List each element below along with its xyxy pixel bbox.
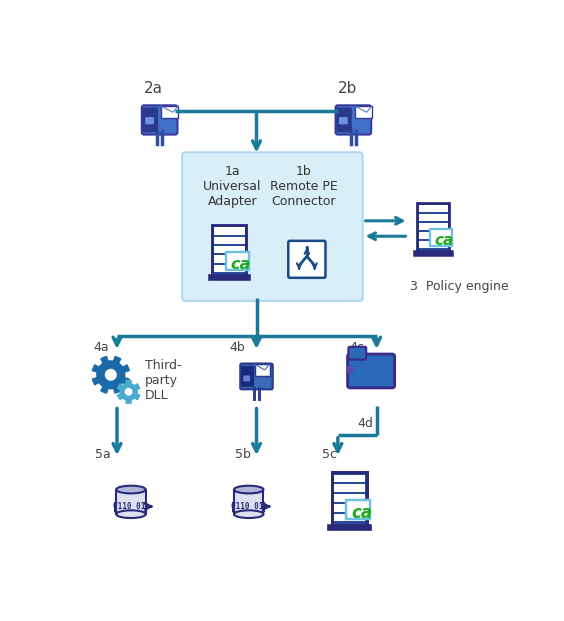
Ellipse shape	[234, 486, 263, 494]
FancyBboxPatch shape	[334, 504, 365, 512]
FancyBboxPatch shape	[349, 347, 366, 360]
FancyBboxPatch shape	[209, 275, 250, 280]
Circle shape	[347, 366, 353, 373]
FancyBboxPatch shape	[334, 514, 365, 522]
FancyBboxPatch shape	[214, 237, 245, 244]
Text: ca: ca	[351, 504, 372, 522]
FancyBboxPatch shape	[214, 227, 245, 235]
FancyBboxPatch shape	[142, 106, 178, 135]
Text: Third-
party
DLL: Third- party DLL	[145, 360, 182, 402]
Text: 1b
Remote PE
Connector: 1b Remote PE Connector	[270, 165, 338, 207]
Text: 0110 01: 0110 01	[231, 502, 263, 511]
FancyBboxPatch shape	[417, 203, 450, 252]
Text: 5b: 5b	[235, 448, 250, 461]
FancyBboxPatch shape	[288, 241, 325, 278]
FancyBboxPatch shape	[418, 214, 448, 221]
FancyBboxPatch shape	[418, 232, 448, 239]
FancyBboxPatch shape	[213, 225, 246, 276]
Text: 4d: 4d	[357, 417, 373, 430]
FancyBboxPatch shape	[143, 107, 158, 132]
FancyBboxPatch shape	[244, 376, 249, 381]
Text: 3  Policy engine: 3 Policy engine	[410, 280, 509, 292]
Polygon shape	[92, 356, 129, 393]
FancyBboxPatch shape	[255, 365, 270, 376]
FancyBboxPatch shape	[413, 251, 453, 256]
FancyBboxPatch shape	[346, 501, 370, 519]
FancyBboxPatch shape	[418, 241, 448, 248]
FancyBboxPatch shape	[347, 354, 395, 388]
FancyBboxPatch shape	[146, 117, 153, 124]
FancyBboxPatch shape	[226, 252, 249, 270]
Text: ca: ca	[435, 233, 454, 248]
Ellipse shape	[116, 486, 146, 494]
Text: 5c: 5c	[323, 448, 337, 461]
Text: 1a
Universal
Adapter: 1a Universal Adapter	[203, 165, 262, 207]
FancyBboxPatch shape	[355, 106, 372, 119]
Text: ca: ca	[231, 257, 251, 272]
FancyBboxPatch shape	[214, 255, 245, 263]
FancyBboxPatch shape	[234, 489, 263, 514]
FancyBboxPatch shape	[214, 246, 245, 253]
Text: [: [	[231, 501, 236, 512]
Polygon shape	[118, 380, 140, 403]
Text: 4b: 4b	[230, 342, 245, 355]
Text: ]: ]	[260, 501, 265, 512]
FancyBboxPatch shape	[328, 525, 371, 530]
FancyBboxPatch shape	[418, 206, 448, 212]
Ellipse shape	[234, 510, 263, 518]
Ellipse shape	[116, 510, 146, 518]
Text: 5a: 5a	[95, 448, 111, 461]
FancyBboxPatch shape	[336, 107, 352, 132]
FancyBboxPatch shape	[240, 363, 273, 389]
FancyBboxPatch shape	[336, 106, 371, 135]
Text: ]: ]	[142, 501, 147, 512]
FancyBboxPatch shape	[214, 265, 245, 272]
FancyBboxPatch shape	[418, 223, 448, 230]
FancyBboxPatch shape	[334, 484, 365, 492]
Circle shape	[125, 389, 132, 395]
FancyBboxPatch shape	[161, 106, 178, 119]
Text: 2a: 2a	[144, 81, 163, 96]
Text: [: [	[113, 501, 118, 512]
FancyBboxPatch shape	[332, 472, 367, 525]
FancyBboxPatch shape	[340, 117, 347, 124]
FancyBboxPatch shape	[116, 489, 146, 514]
Text: 4a: 4a	[94, 342, 109, 355]
FancyBboxPatch shape	[334, 474, 365, 483]
Text: 2b: 2b	[338, 81, 357, 96]
FancyBboxPatch shape	[241, 366, 254, 387]
Circle shape	[105, 369, 116, 380]
FancyBboxPatch shape	[182, 152, 363, 301]
FancyBboxPatch shape	[334, 494, 365, 502]
Text: 0110 01: 0110 01	[113, 502, 146, 511]
FancyBboxPatch shape	[430, 229, 452, 246]
Text: 4c: 4c	[350, 342, 364, 355]
